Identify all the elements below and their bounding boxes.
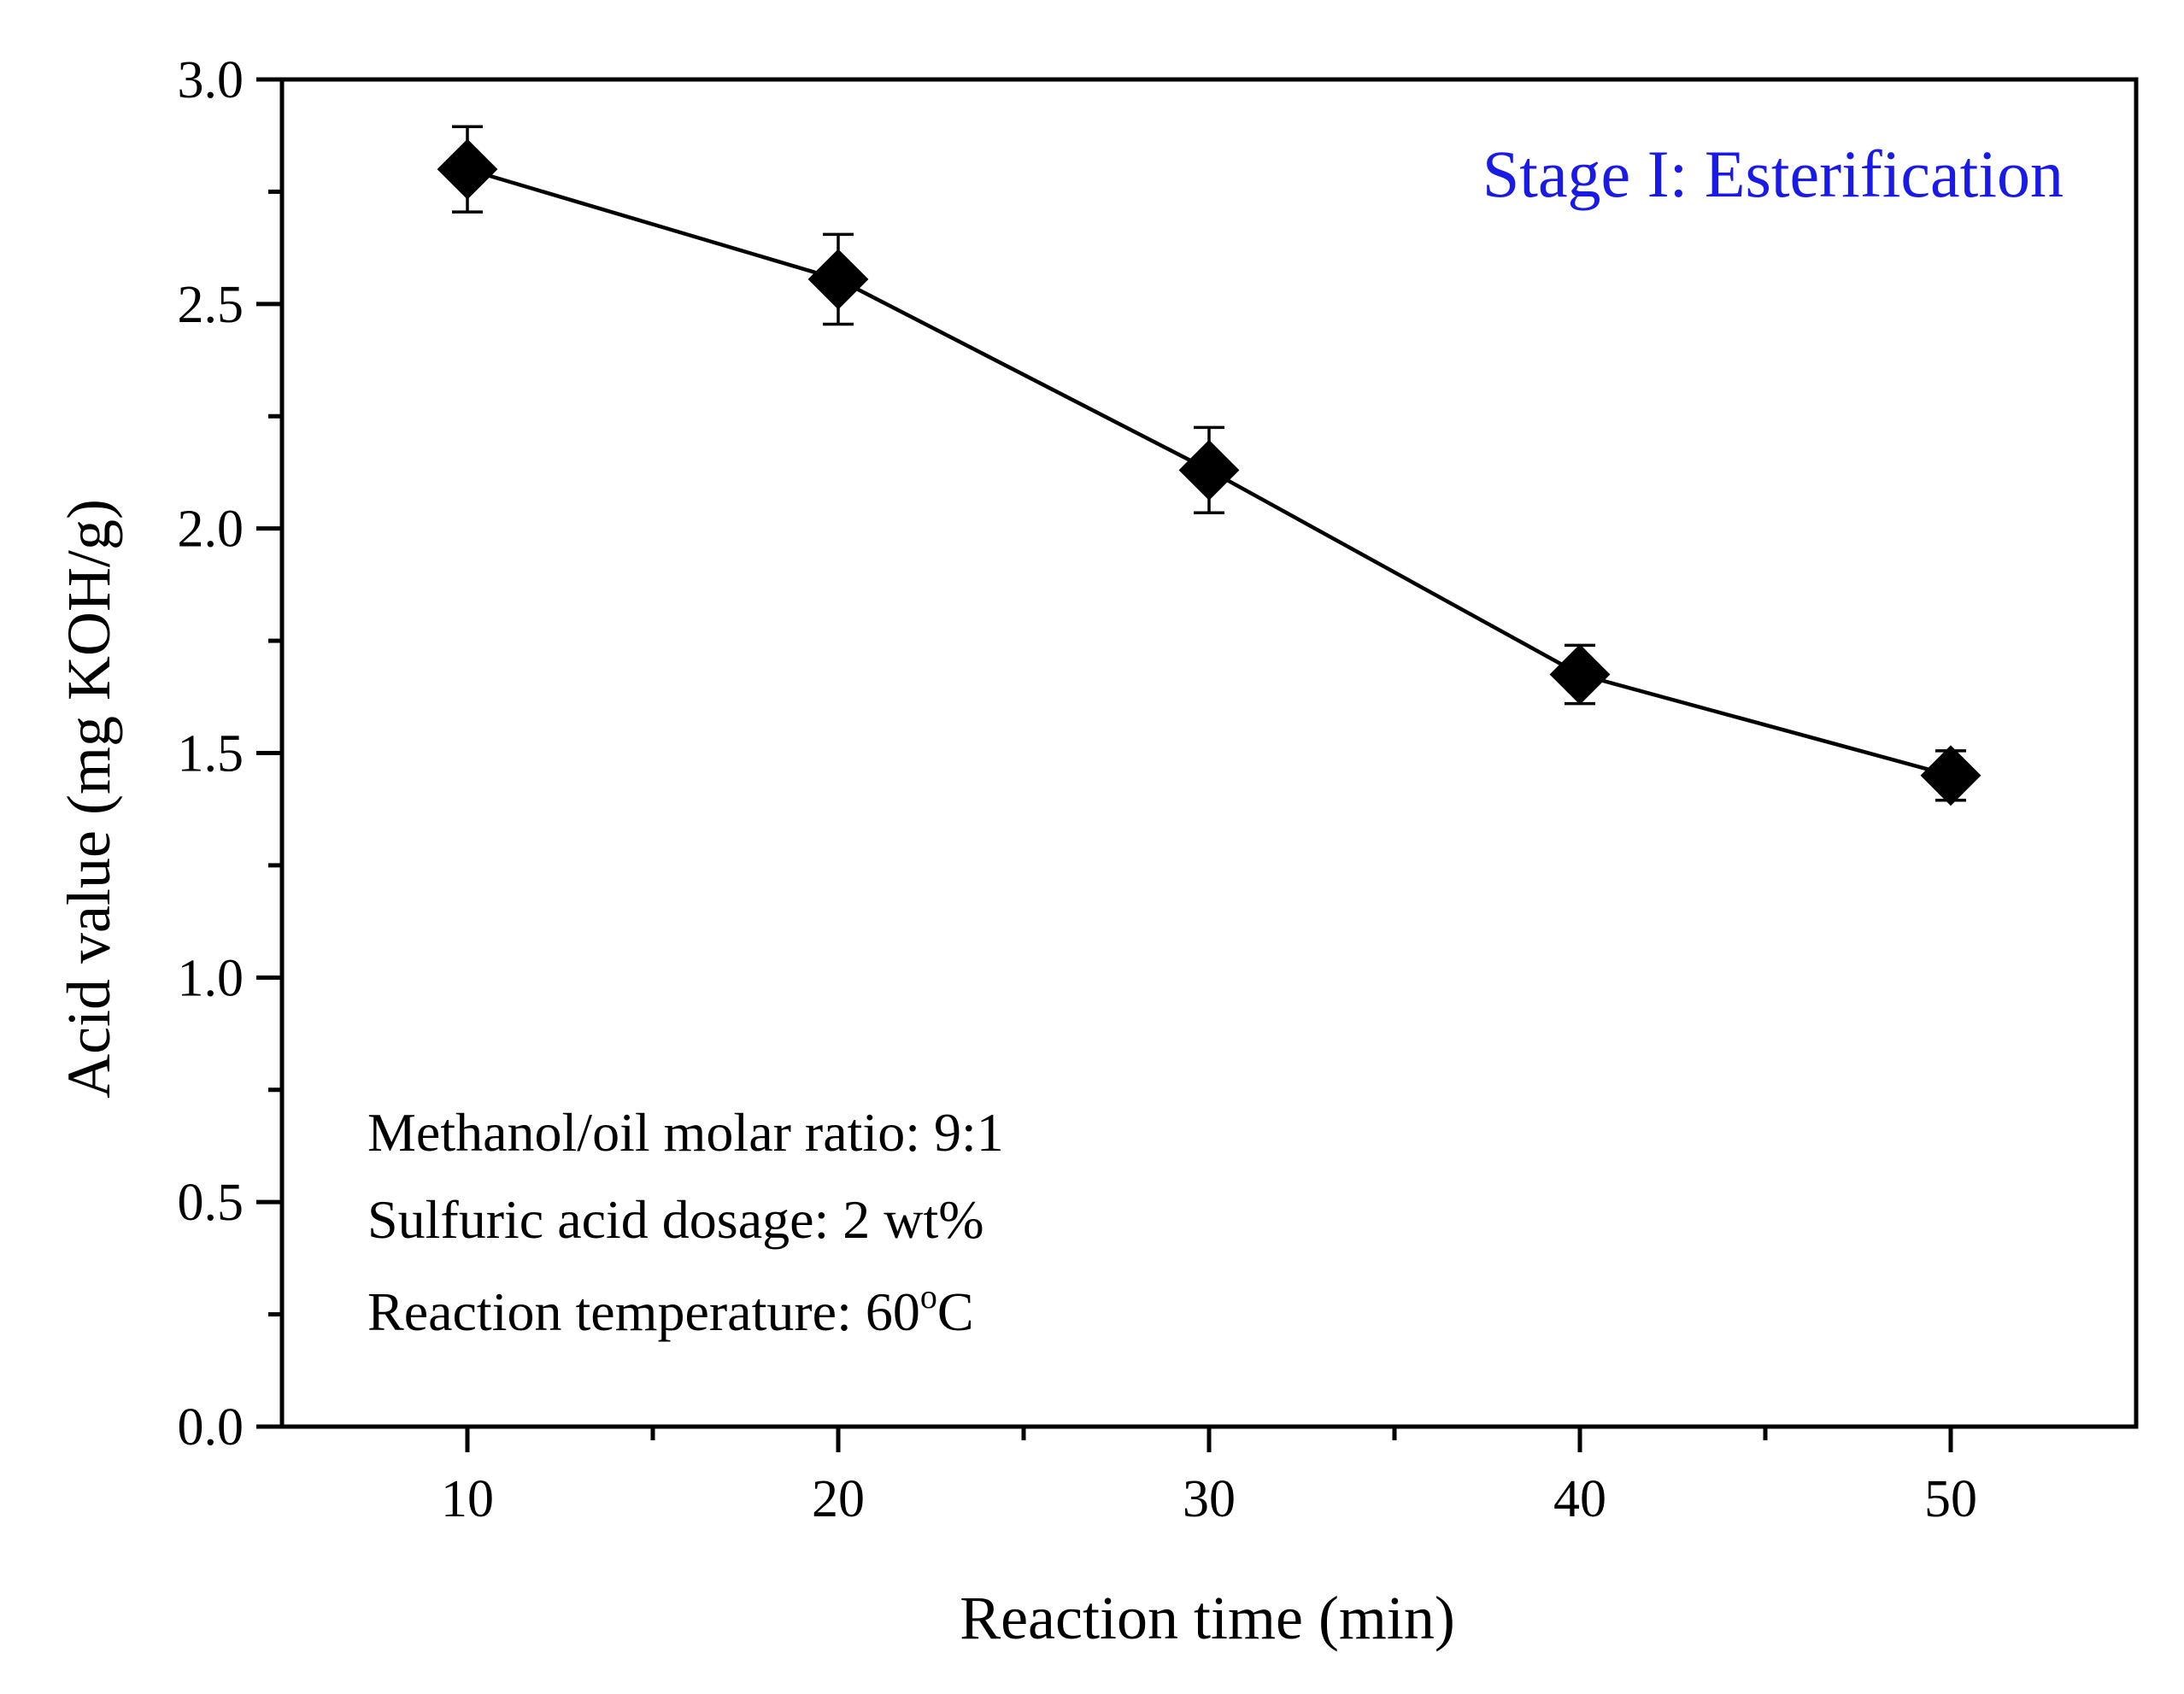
- data-point-marker: [1549, 644, 1611, 705]
- x-tick-label: 30: [1183, 1470, 1236, 1528]
- annotation-temperature-unit: C: [937, 1281, 974, 1342]
- y-tick-label: 0.0: [178, 1398, 244, 1457]
- axes-group: 0.0 0.5 1.0 1.5 2.0 2.5 3.0 10 20 30 40 50: [178, 51, 2139, 1528]
- annotation-acid-dosage: Sulfuric acid dosage: 2 wt%: [367, 1189, 984, 1250]
- x-tick-label: 50: [1924, 1470, 1977, 1528]
- y-tick-label: 2.0: [178, 501, 244, 559]
- x-tick-label: 40: [1553, 1470, 1606, 1528]
- y-tick-label: 1.5: [178, 725, 244, 783]
- y-tick-label: 1.0: [178, 949, 244, 1007]
- y-tick-label: 3.0: [178, 51, 244, 109]
- annotation-molar-ratio: Methanol/oil molar ratio: 9:1: [367, 1102, 1004, 1163]
- data-point-marker: [807, 249, 869, 310]
- data-point-marker: [437, 138, 498, 200]
- chart-title: Stage I: Esterification: [1482, 137, 2064, 211]
- x-tick-label: 10: [441, 1470, 494, 1528]
- annotation-temperature: Reaction temperature: 60oC: [367, 1277, 974, 1342]
- data-point-marker: [1920, 745, 1981, 806]
- series-group: [437, 125, 1981, 806]
- y-axis-title: Acid value (mg KOH/g): [55, 499, 123, 1099]
- annotation-temperature-degree: o: [920, 1277, 937, 1316]
- annotation-temperature-prefix: Reaction temperature: 60: [367, 1281, 920, 1342]
- x-tick-label: 20: [812, 1470, 865, 1528]
- y-tick-label: 0.5: [178, 1174, 244, 1232]
- x-axis-title: Reaction time (min): [960, 1584, 1455, 1652]
- y-tick-label: 2.5: [178, 276, 244, 334]
- data-point-marker: [1178, 439, 1240, 501]
